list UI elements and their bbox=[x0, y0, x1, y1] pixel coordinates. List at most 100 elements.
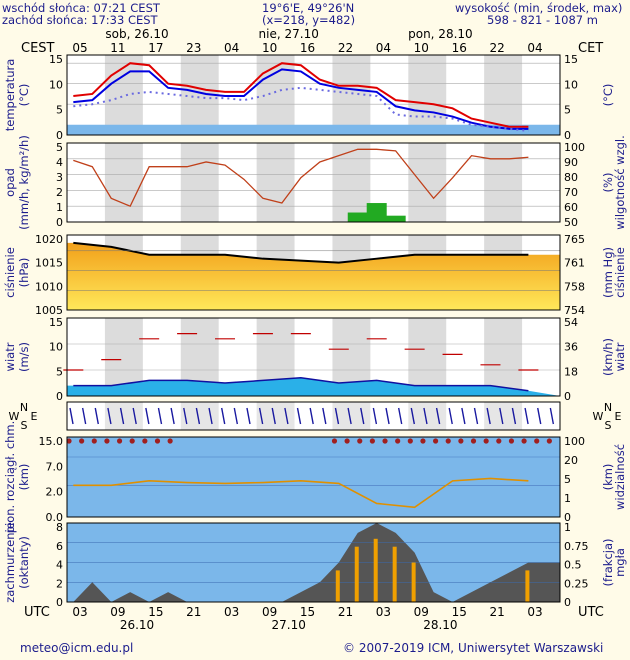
bottom-tick: 15 bbox=[148, 605, 163, 619]
grid-text: (x=218, y=482) bbox=[262, 13, 356, 27]
bottom-tick: 03 bbox=[527, 605, 542, 619]
panel-unit-left: (oktanty) bbox=[17, 536, 31, 589]
y-tick-label: 1020 bbox=[35, 233, 63, 246]
coords-text: 19°6'E, 49°26'N bbox=[262, 1, 355, 15]
y-tick-label-right: 0.25 bbox=[564, 577, 589, 590]
top-tick: 04 bbox=[224, 41, 239, 55]
night-band bbox=[256, 402, 295, 430]
panel-unit-right: (mm Hg) bbox=[601, 247, 615, 298]
y-tick-label: 5 bbox=[56, 365, 63, 378]
temperature-line bbox=[73, 68, 529, 130]
wind-arrow bbox=[423, 407, 428, 425]
sunrise-text: wschód słońca: 07:21 CEST bbox=[2, 1, 160, 15]
y-tick-label: 0 bbox=[56, 129, 63, 142]
compass-w-right: W bbox=[593, 410, 604, 423]
y-tick-label: 0 bbox=[56, 596, 63, 609]
y-tick-label-right: 5 bbox=[564, 473, 571, 486]
cloud-top-dot bbox=[129, 438, 135, 444]
panel-label-right: widzialność bbox=[613, 444, 627, 510]
wind-arrow bbox=[309, 407, 314, 425]
night-band bbox=[332, 402, 371, 430]
panel-frame bbox=[66, 436, 561, 518]
y-tick-label: 1010 bbox=[35, 280, 63, 293]
panel-label-right: ciśnienie bbox=[613, 247, 627, 298]
compass-e: E bbox=[31, 410, 38, 423]
compass-w: W bbox=[9, 410, 20, 423]
precip-bar bbox=[385, 215, 406, 222]
wind-arrow bbox=[397, 407, 403, 425]
tz-label-bottom: UTC bbox=[24, 605, 50, 620]
panel-unit-left: (km) bbox=[17, 464, 31, 491]
y-tick-label: 2 bbox=[56, 186, 63, 199]
tz-label-top: CEST bbox=[21, 41, 55, 56]
footer-email[interactable]: meteo@icm.edu.pl bbox=[20, 641, 134, 655]
y-tick-label: 15 bbox=[49, 53, 63, 66]
cloud-top-dot bbox=[382, 438, 388, 444]
panel-frame bbox=[66, 234, 561, 311]
top-tick: 22 bbox=[338, 41, 353, 55]
temperature-line bbox=[73, 86, 529, 132]
bottom-tick: 15 bbox=[452, 605, 467, 619]
y-tick-label: 2 bbox=[56, 577, 63, 590]
bottom-tick: 15 bbox=[300, 605, 315, 619]
y-tick-label-right: 36 bbox=[564, 341, 578, 354]
winddir-bg bbox=[67, 402, 560, 430]
bottom-day: 27.10 bbox=[272, 618, 306, 632]
cloudbase-bg bbox=[67, 437, 560, 517]
night-band bbox=[180, 402, 219, 430]
cloud-top-dot bbox=[483, 438, 489, 444]
night-band bbox=[408, 318, 447, 396]
night-band bbox=[104, 402, 143, 430]
y-tick-label: 5 bbox=[56, 104, 63, 117]
cloud-top-dot bbox=[344, 438, 350, 444]
night-band bbox=[104, 143, 143, 222]
cloud-top-dot bbox=[470, 438, 477, 444]
cloud-top-dot bbox=[521, 438, 527, 444]
panel-label-right: wiatr bbox=[613, 342, 627, 371]
night-band bbox=[408, 402, 447, 430]
wind-arrow bbox=[461, 407, 466, 425]
y-tick-label-right: 758 bbox=[564, 280, 585, 293]
y-tick-label-right: 0.75 bbox=[564, 540, 589, 553]
cloud-top-dot bbox=[508, 438, 515, 444]
cloud-top-dot bbox=[496, 438, 502, 444]
top-tick: 11 bbox=[110, 41, 125, 55]
cloud-top-dot bbox=[395, 438, 401, 444]
precip-bar bbox=[366, 203, 387, 222]
bottom-day: 28.10 bbox=[423, 618, 457, 632]
bottom-tick: 03 bbox=[224, 605, 239, 619]
wind-arrow bbox=[208, 407, 213, 425]
wind-arrow bbox=[524, 407, 529, 425]
panel-unit-left: (m/s) bbox=[17, 342, 31, 372]
y-tick-label: 1015 bbox=[35, 257, 63, 270]
y-tick-label: 7.0 bbox=[46, 460, 64, 473]
wind-area bbox=[67, 377, 560, 396]
wind-arrow bbox=[170, 407, 175, 425]
night-band bbox=[484, 55, 523, 135]
top-tick: 10 bbox=[414, 41, 429, 55]
y-tick-label-right: 70 bbox=[564, 186, 578, 199]
top-day: nie, 27.10 bbox=[259, 27, 319, 41]
top-tick: 16 bbox=[452, 41, 467, 55]
y-tick-label: 6 bbox=[56, 540, 63, 553]
fog-bar bbox=[525, 570, 530, 602]
top-tick: 05 bbox=[72, 41, 87, 55]
pressure-area bbox=[67, 242, 560, 310]
wind-arrow bbox=[486, 407, 491, 425]
night-band bbox=[256, 143, 295, 222]
wind-arrow bbox=[549, 407, 555, 425]
top-tick: 10 bbox=[262, 41, 277, 55]
wind-arrow bbox=[322, 407, 327, 425]
y-tick-label-right: 1 bbox=[564, 521, 571, 534]
panel-unit-right: (frakcja) bbox=[601, 538, 615, 586]
elevation-label: wysokość (min, środek, max) bbox=[455, 1, 623, 15]
wind-arrow bbox=[69, 407, 74, 425]
cloud-area bbox=[67, 523, 560, 602]
wind-arrow bbox=[511, 407, 517, 425]
y-tick-label-right: 100 bbox=[564, 141, 585, 154]
y-tick-label-right: 10 bbox=[564, 78, 578, 91]
cloud-top-dot bbox=[154, 438, 161, 444]
cloud-top-dot bbox=[445, 438, 451, 444]
compass-s-right: S bbox=[605, 419, 612, 432]
panel-unit-right: (km/h) bbox=[601, 338, 615, 376]
